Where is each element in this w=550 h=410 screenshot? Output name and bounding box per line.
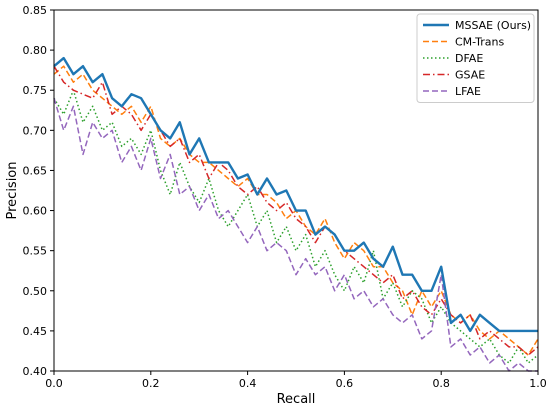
y-tick-label: 0.75 — [23, 84, 48, 97]
x-tick-label: 0.0 — [45, 377, 63, 390]
y-axis-title: Precision — [5, 161, 20, 219]
legend-box — [416, 13, 535, 103]
series-layer — [53, 56, 539, 372]
y-axis-ticks: 0.40 0.45 0.50 0.55 0.60 0.65 0.70 0.75 0.80 0.85 — [23, 4, 54, 378]
legend-entry: DFAE — [455, 52, 483, 65]
legend: MSSAE (Ours) CM-Trans DFAE GSAE LFAE — [416, 13, 535, 103]
x-tick-label: 0.2 — [142, 377, 160, 390]
y-tick-label: 0.70 — [23, 124, 48, 137]
y-tick-label: 0.85 — [23, 4, 48, 17]
legend-entry: MSSAE (Ours) — [455, 19, 531, 32]
series-line-4 — [53, 97, 538, 372]
x-tick-label: 0.4 — [239, 377, 257, 390]
y-tick-label: 0.40 — [23, 365, 48, 378]
x-tick-label: 1.0 — [529, 377, 547, 390]
legend-entry: CM-Trans — [455, 36, 504, 49]
y-tick-label: 0.65 — [23, 164, 48, 177]
series-line-3 — [53, 65, 539, 356]
legend-entry: LFAE — [455, 85, 481, 98]
y-tick-label: 0.45 — [23, 325, 48, 338]
x-tick-label: 0.8 — [432, 377, 450, 390]
y-tick-label: 0.50 — [23, 285, 48, 298]
x-tick-label: 0.6 — [336, 377, 354, 390]
legend-entry: GSAE — [455, 69, 485, 82]
series-line-0 — [53, 56, 538, 333]
y-tick-label: 0.60 — [23, 205, 48, 218]
y-tick-label: 0.80 — [23, 44, 48, 57]
plot-frame — [53, 9, 539, 372]
y-tick-label: 0.55 — [23, 245, 48, 258]
series-line-2 — [53, 89, 539, 364]
x-axis-title: Recall — [277, 392, 316, 407]
x-axis-ticks: 0.0 0.2 0.4 0.6 0.8 1.0 — [45, 371, 547, 390]
